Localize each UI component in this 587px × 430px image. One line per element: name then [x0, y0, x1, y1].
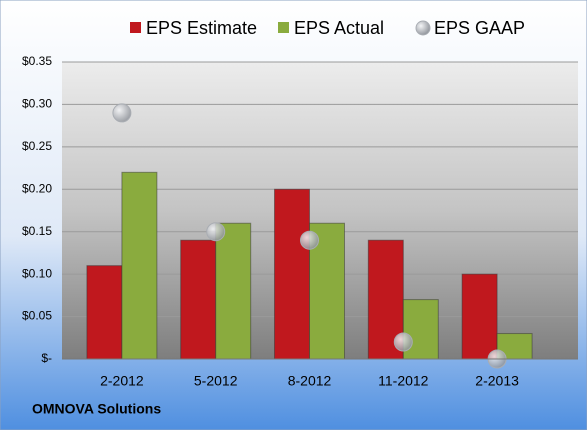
bar: [180, 239, 217, 360]
marker: [112, 103, 132, 123]
bar: [121, 171, 158, 360]
marker: [300, 230, 319, 250]
legend-marker: [278, 22, 289, 33]
legend-label: EPS GAAP: [434, 18, 525, 38]
marker: [393, 332, 413, 352]
y-tick-label: $0.25: [22, 139, 52, 153]
bar: [86, 265, 123, 360]
bar: [274, 188, 310, 360]
footer: OMNOVA Solutions: [32, 401, 161, 417]
x-tick-label: 5-2012: [194, 373, 238, 389]
y-tick-label: $0.30: [22, 97, 52, 111]
legend-label: EPS Actual: [294, 18, 384, 38]
bar: [309, 222, 345, 360]
y-tick-label: $0.10: [22, 266, 52, 280]
y-tick-label: $0.05: [22, 309, 52, 323]
x-tick-label: 8-2012: [288, 373, 332, 389]
x-tick-label: 2-2012: [100, 373, 144, 389]
bar: [461, 273, 498, 360]
legend-marker: [130, 22, 141, 33]
y-tick-label: $0.15: [22, 224, 52, 238]
legend-label: EPS Estimate: [146, 18, 257, 38]
marker: [206, 222, 226, 242]
y-tick-label: $0.20: [22, 181, 52, 195]
bar: [402, 299, 439, 360]
bar: [215, 222, 252, 360]
x-tick-label: 2-2013: [475, 373, 519, 389]
y-tick-label: $-: [41, 351, 52, 365]
legend-marker: [415, 20, 431, 36]
x-tick-label: 11-2012: [378, 373, 429, 389]
y-tick-label: $0.35: [22, 54, 52, 68]
